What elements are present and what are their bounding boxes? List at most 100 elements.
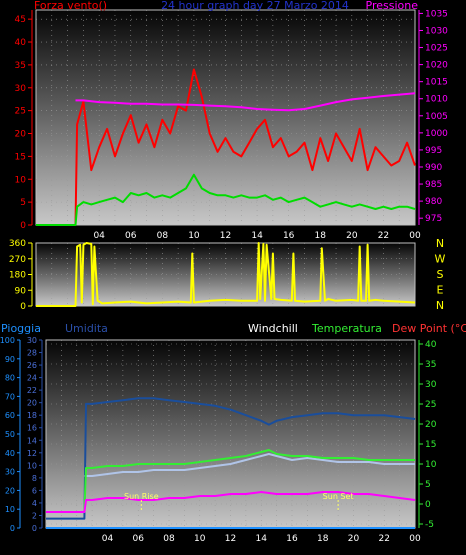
series-line-dew-point-c- [46,491,416,513]
y-tick-label-left: 270 [9,255,26,265]
y-tick-label-pioggia: 0 [10,524,15,533]
x-tick-label: 18 [317,534,329,544]
y-tick-label-right: 5 [425,480,431,490]
panel3-header-dew-point: Dew Point (°C) [392,322,466,335]
y-tick-label-umidita: 24 [27,374,37,383]
y-tick-label-left: 30 [15,84,27,94]
y-tick-label-right: 10 [425,460,437,470]
y-tick-label-pioggia: 20 [5,486,15,495]
panel1-header-left: Forza vento() [34,0,107,12]
y-tick-label-pioggia: 100 [0,336,15,345]
x-tick-label: 08 [163,534,175,544]
y-tick-label-umidita: 28 [27,349,37,358]
y-tick-label-right: 980 [425,197,442,207]
annotation-label: Sun Rise [124,492,159,501]
y-tick-label-left: 5 [20,198,26,208]
x-tick-label: 12 [225,534,236,544]
y-tick-label-right: 35 [425,360,436,370]
panel1-series [36,68,416,226]
y-tick-label-umidita: 4 [32,499,37,508]
y-tick-label-right: 20 [425,420,437,430]
x-tick-label: 08 [157,231,169,241]
series-line-wind-direction [36,242,416,307]
annotation-label: Sun Set [323,492,354,501]
y-tick-label-right: 1020 [425,61,448,71]
x-tick-label: 16 [283,231,295,241]
y-tick-label-umidita: 14 [27,436,37,445]
y-tick-label-left: 20 [15,130,27,140]
x-tick-label: 04 [102,534,114,544]
y-tick-label-left: 40 [15,38,27,48]
x-tick-label: 20 [346,231,358,241]
y-tick-label-pioggia: 30 [5,468,15,477]
panel3-background [45,339,416,529]
panel3-header-umidita: Umidita [65,322,108,335]
y-tick-label-right: 1030 [425,26,448,36]
y-tick-label-right: 1010 [425,95,448,105]
y-tick-label-umidita: 16 [27,424,37,433]
y-tick-label-umidita: 6 [32,486,37,495]
y-tick-label-right: 30 [425,380,437,390]
panel3-series [46,397,416,529]
y-tick-label-right: 1000 [425,129,448,139]
compass-letter: S [437,268,444,281]
panel1-header-center: 24 hour graph day 27 Marzo 2014 [161,0,349,12]
y-tick-label-right: 990 [425,163,442,173]
y-tick-label-right: 975 [425,214,442,224]
y-tick-label-left: 35 [15,61,26,71]
compass-letter: W [435,253,446,266]
series-line-temperatura [46,449,415,513]
x-tick-label: 18 [315,231,327,241]
y-tick-label-right: 0 [425,500,431,510]
series-line-umidita [46,397,416,520]
y-tick-label-umidita: 8 [32,474,37,483]
y-tick-label-left: 10 [15,175,27,185]
y-tick-label-left: 45 [15,15,26,25]
compass-letter: N [436,299,444,312]
y-tick-label-right: 1025 [425,44,448,54]
y-tick-label-left: 360 [9,239,26,249]
panel1-axes: 0510152025303540459759809859909951000100… [15,9,449,241]
y-tick-label-umidita: 22 [27,386,37,395]
x-tick-label: 14 [251,231,263,241]
x-tick-label: 20 [348,534,360,544]
y-tick-label-right: 1015 [425,78,448,88]
y-tick-label-left: 0 [20,302,26,312]
y-tick-label-left: 25 [15,107,26,117]
y-tick-label-pioggia: 90 [5,355,15,364]
x-tick-label: 10 [188,231,200,241]
x-tick-label: 22 [378,231,389,241]
y-tick-label-right: 1005 [425,112,448,122]
x-tick-label: 06 [125,231,137,241]
y-tick-label-left: 180 [9,271,26,281]
y-tick-label-right: 995 [425,146,442,156]
y-tick-label-right: -5 [425,520,434,530]
y-tick-label-right: 40 [425,340,437,350]
panel3-header-temperatura: Temperatura [311,322,382,335]
y-tick-label-umidita: 30 [27,336,37,345]
compass-letter: N [436,237,444,250]
y-tick-label-umidita: 0 [32,524,37,533]
y-tick-label-right: 985 [425,180,442,190]
panel1-background [35,9,416,226]
y-tick-label-pioggia: 60 [5,411,15,420]
y-tick-label-umidita: 26 [27,361,37,370]
y-tick-label-umidita: 10 [27,461,37,470]
y-tick-label-left: 15 [15,152,26,162]
y-tick-label-left: 90 [15,286,27,296]
y-tick-label-umidita: 18 [27,411,37,420]
panel3-header-pioggia: Pioggia [1,322,41,335]
y-tick-label-right: 1035 [425,9,448,19]
y-tick-label-pioggia: 50 [5,430,15,439]
series-line-windchill [84,453,415,477]
x-tick-label: 06 [133,534,145,544]
panel3-header-windchill: Windchill [248,322,298,335]
panel3-axes: 0102030405060708090100024681012141618202… [0,336,437,544]
y-tick-label-umidita: 2 [32,511,37,520]
panel1-header-right: Pressione [366,0,419,12]
series-line-1 [36,173,416,226]
y-tick-label-umidita: 12 [27,449,37,458]
y-tick-label-pioggia: 40 [5,449,15,458]
y-tick-label-pioggia: 10 [5,505,15,514]
